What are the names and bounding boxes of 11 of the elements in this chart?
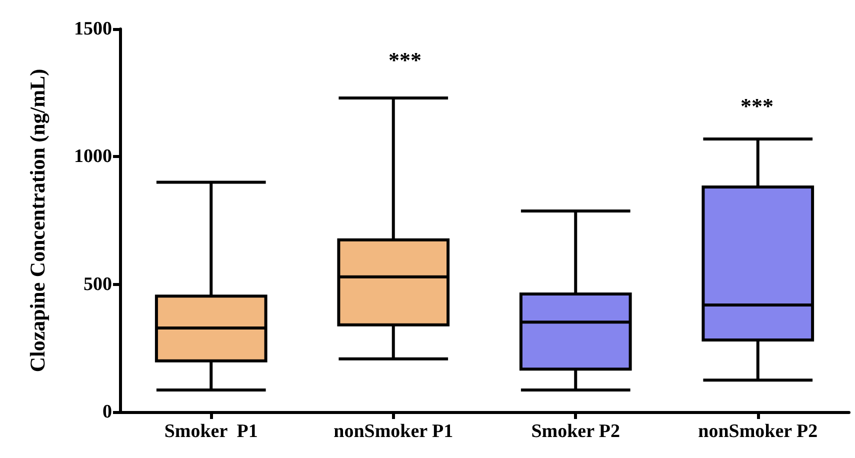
y-tick-label: 500: [84, 274, 112, 295]
x-tick-label: nonSmoker P2: [698, 421, 818, 442]
annotation: ***: [388, 48, 422, 72]
y-tick-label: 0: [102, 402, 112, 422]
y-tick-label: 1500: [74, 18, 112, 40]
y-axis-title: Clozapine Concentration (ng/mL): [26, 68, 50, 372]
x-tick-label: Smoker P1: [164, 421, 258, 442]
y-tick-label: 1000: [74, 146, 112, 168]
x-tick-label: Smoker P2: [531, 421, 620, 442]
annotation: ***: [740, 94, 774, 118]
x-tick-label: nonSmoker P1: [334, 421, 454, 442]
